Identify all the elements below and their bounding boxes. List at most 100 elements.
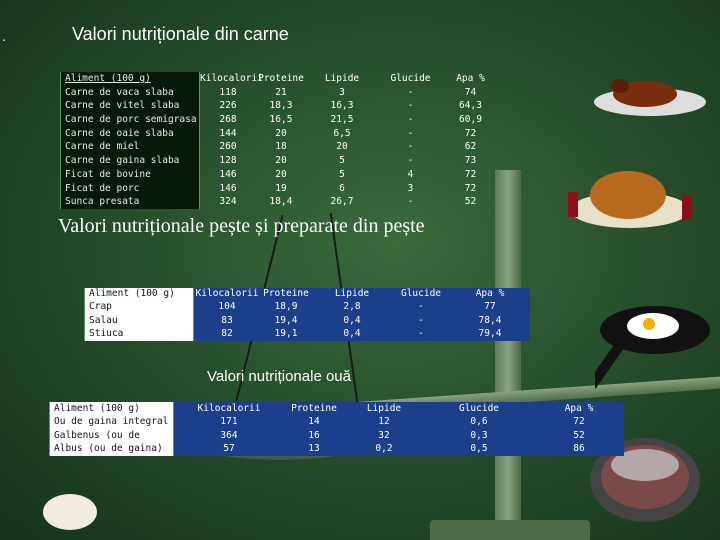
column-header-protein: Proteine <box>284 402 344 415</box>
pot-image <box>590 438 700 522</box>
value-cell: 52 <box>534 428 624 442</box>
table-row: Ou de gaina integral 171 14 12 0,6 72 <box>49 415 624 429</box>
fish-title: Valori nutriționale pește și preparate d… <box>58 215 425 237</box>
value-cell: 146 <box>219 168 237 180</box>
table-row: Carne de oaie slaba 144 20 6,5 - 72 <box>60 126 498 141</box>
value-cell: 0,4 <box>312 313 392 328</box>
food-name-cell: Carne de miel <box>60 140 200 155</box>
roast-chicken-image <box>568 171 692 228</box>
food-name-cell: Carne de porc semigrasa <box>60 113 200 127</box>
value-cell: 0,5 <box>424 442 534 456</box>
food-name-cell: Stiuca <box>84 327 194 342</box>
value-cell: 18,9 <box>260 300 312 314</box>
value-cell: 118 <box>219 86 237 98</box>
roast-duck-image <box>594 79 706 116</box>
food-name-cell: Crap <box>84 300 194 314</box>
value-cell: 3 <box>407 182 414 194</box>
eggs-title: Valori nutriționale ouă <box>207 368 351 385</box>
value-cell: 73 <box>464 155 477 167</box>
value-cell: 72 <box>464 127 477 139</box>
value-cell: 104 <box>194 300 260 314</box>
value-cell: 226 <box>219 100 237 112</box>
value-cell: 64,3 <box>459 100 482 112</box>
scale-pole <box>495 170 521 540</box>
table-row: Ficat de bovine 146 20 5 4 72 <box>60 167 498 182</box>
value-cell: 0,4 <box>312 327 392 342</box>
table-row: Carne de vitel slaba 226 18,3 16,3 - 64,3 <box>60 99 498 114</box>
value-cell: 19,1 <box>260 327 312 342</box>
value-cell: 14 <box>284 415 344 429</box>
value-cell: 20 <box>275 155 287 167</box>
food-name-cell: Ficat de porc <box>60 181 200 196</box>
value-cell: - <box>407 141 414 153</box>
table-row: Ficat de porc 146 19 6 3 72 <box>60 181 498 196</box>
value-cell: 0,3 <box>424 428 534 442</box>
value-cell: 78,4 <box>450 313 530 328</box>
column-header-water: Apa % <box>534 402 624 415</box>
value-cell: 52 <box>464 196 477 208</box>
table-row: Stiuca 82 19,1 0,4-79,4 <box>84 327 530 342</box>
value-cell: 260 <box>219 141 237 153</box>
column-header-protein: Proteine <box>260 288 312 300</box>
value-cell: 83 <box>194 313 260 328</box>
value-cell: 5 <box>339 168 345 180</box>
value-cell: 171 <box>174 415 284 429</box>
column-header-glucides: Glucide <box>424 402 534 415</box>
value-cell: 18 <box>275 141 287 153</box>
value-cell: 3 <box>339 86 345 98</box>
column-header-glucides: Glucide <box>392 288 450 300</box>
column-header-kcal: Kilocalorii <box>200 73 263 84</box>
table-row: Carne de miel 260 18 20 - 62 <box>60 140 498 155</box>
value-cell: - <box>407 86 414 98</box>
value-cell: 57 <box>174 442 284 456</box>
value-cell: - <box>407 127 414 139</box>
table-row: Crap 104 18,9 2,8-77 <box>84 300 530 314</box>
egg-image <box>43 494 97 530</box>
food-name-cell: Carne de vaca slaba <box>60 85 200 100</box>
value-cell: 6,5 <box>333 127 351 139</box>
value-cell: - <box>407 155 414 167</box>
food-name-cell: Sunca presata <box>60 195 200 209</box>
value-cell: 146 <box>219 182 237 194</box>
value-cell: 26,7 <box>330 196 354 208</box>
value-cell: 32 <box>344 428 424 442</box>
value-cell: 21,5 <box>330 114 354 126</box>
value-cell: 324 <box>219 196 237 208</box>
value-cell: 16 <box>284 428 344 442</box>
value-cell: - <box>407 100 414 112</box>
value-cell: 18,3 <box>269 100 293 112</box>
value-cell: 0,2 <box>344 442 424 456</box>
frying-pan-egg-image <box>595 306 710 389</box>
value-cell: 6 <box>339 182 345 194</box>
column-header-kcal: Kilocalorii <box>174 402 284 415</box>
column-header-lipids: Lipide <box>312 288 392 300</box>
column-header-food: Aliment (100 g) <box>60 72 200 86</box>
table-header-row: Aliment (100 g) Kilocalorii Proteine Lip… <box>84 288 530 300</box>
value-cell: 77 <box>450 300 530 314</box>
value-cell: - <box>392 300 450 314</box>
value-cell: 0,6 <box>424 415 534 429</box>
table-header-row: Aliment (100 g) Kilocalorii Proteine Lip… <box>49 402 624 415</box>
value-cell: - <box>407 196 414 208</box>
column-header-food: Aliment (100 g) <box>84 288 194 300</box>
value-cell: 364 <box>174 428 284 442</box>
meat-table: Aliment (100 g) Kilocalorii Proteine Lip… <box>60 72 498 209</box>
table-row: Sunca presata 324 18,4 26,7 - 52 <box>60 195 498 209</box>
value-cell: 5 <box>339 155 345 167</box>
value-cell: 144 <box>219 127 237 139</box>
meat-title: Valori nutriționale din carne <box>72 24 289 44</box>
value-cell: 72 <box>464 182 477 194</box>
fish-table: Aliment (100 g) Kilocalorii Proteine Lip… <box>84 288 530 342</box>
value-cell: 18,4 <box>269 196 293 208</box>
value-cell: 20 <box>275 127 287 139</box>
table-header-row: Aliment (100 g) Kilocalorii Proteine Lip… <box>60 72 498 86</box>
value-cell: 128 <box>219 155 237 167</box>
bullet-mark: . <box>2 28 6 44</box>
food-name-cell: Carne de oaie slaba <box>60 126 200 141</box>
scale-base <box>430 520 590 540</box>
food-name-cell: Carne de gaina slaba <box>60 154 200 168</box>
column-header-water: Apa % <box>450 288 530 300</box>
value-cell: 86 <box>534 442 624 456</box>
value-cell: - <box>407 114 414 126</box>
